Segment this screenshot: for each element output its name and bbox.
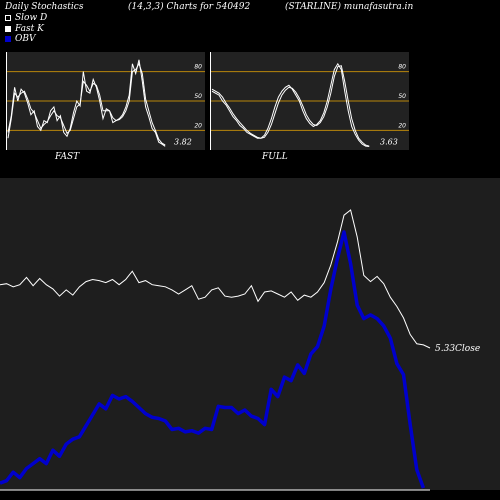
close-price-line: [0, 209, 431, 349]
legend-fast-k-swatch: [5, 26, 11, 32]
full-y-tick-label: 20: [398, 122, 406, 129]
fast-panel-label: FAST: [55, 152, 80, 162]
full-panel-label: FULL: [262, 152, 288, 162]
full-series-0: [211, 62, 370, 147]
full-y-tick-label: 50: [398, 93, 406, 100]
full-last-value-label: 3.63: [380, 137, 398, 146]
legend-slow-d-swatch: [5, 15, 11, 21]
fast-y-tick-label: 80: [194, 64, 202, 71]
chart-params: (14,3,3) Charts for 540492: [128, 2, 251, 12]
fast-series-0: [7, 59, 166, 147]
fast-stochastic-plot: 80 50 20 3.82: [6, 52, 205, 150]
price-obv-plot: 5.33Close: [0, 209, 480, 489]
full-stochastic-plot: 80 50 20 3.63: [210, 52, 409, 150]
legend-fast-k-label: Fast K: [15, 24, 44, 34]
full-series-1: [211, 65, 370, 147]
legend-obv-swatch: [5, 36, 11, 42]
fast-series-1: [7, 62, 166, 146]
fast-last-value-label: 3.82: [174, 137, 192, 146]
full-y-tick-label: 80: [398, 64, 406, 71]
fast-y-tick-label: 20: [194, 122, 202, 129]
chart-title: Daily Stochastics: [5, 2, 84, 12]
legend-slow-d-label: Slow D: [15, 13, 48, 23]
obv-line: [0, 230, 426, 489]
chart-source: (STARLINE) munafasutra.in: [285, 2, 414, 12]
fast-y-tick-label: 50: [194, 93, 202, 100]
close-price-label: 5.33Close: [435, 344, 480, 354]
legend-obv-label: OBV: [15, 34, 36, 44]
price-panel-background: [0, 178, 500, 490]
